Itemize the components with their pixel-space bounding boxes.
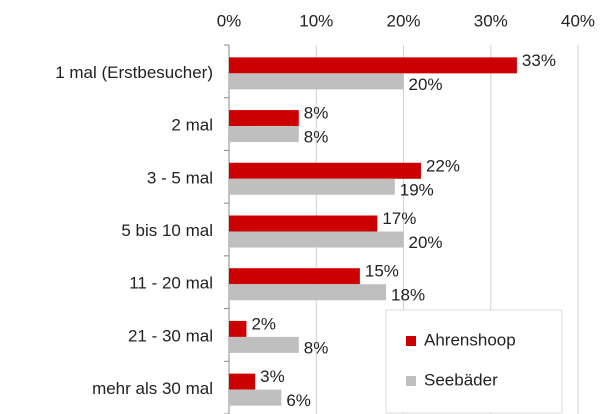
x-tick-label: 0% bbox=[217, 11, 242, 30]
y-tick-label: 5 bis 10 mal bbox=[121, 221, 213, 240]
bar bbox=[229, 178, 395, 195]
value-label: 22% bbox=[426, 156, 460, 175]
bar bbox=[229, 110, 299, 127]
value-label: 19% bbox=[400, 180, 434, 199]
value-label: 3% bbox=[260, 367, 285, 386]
x-tick-label: 20% bbox=[386, 11, 420, 30]
value-label: 17% bbox=[382, 209, 416, 228]
y-tick-label: 1 mal (Erstbesucher) bbox=[55, 63, 213, 82]
value-label: 18% bbox=[391, 286, 425, 305]
legend-swatch bbox=[406, 336, 416, 346]
legend-swatch bbox=[406, 376, 416, 386]
value-label: 20% bbox=[409, 75, 443, 94]
y-tick-label: mehr als 30 mal bbox=[92, 379, 213, 398]
y-tick-label: 3 - 5 mal bbox=[147, 168, 213, 187]
bar bbox=[229, 389, 282, 406]
legend-box bbox=[385, 309, 563, 414]
x-tick-label: 30% bbox=[474, 11, 508, 30]
bar bbox=[229, 126, 299, 143]
value-label: 15% bbox=[365, 262, 399, 281]
bar bbox=[229, 215, 378, 232]
bar bbox=[229, 162, 421, 179]
value-label: 20% bbox=[409, 233, 443, 252]
bar bbox=[229, 284, 387, 301]
value-label: 8% bbox=[304, 128, 329, 147]
y-tick-label: 21 - 30 mal bbox=[128, 326, 213, 345]
y-tick-label: 2 mal bbox=[171, 116, 213, 135]
legend-label: Seebäder bbox=[424, 370, 498, 389]
bar bbox=[229, 268, 360, 285]
bar bbox=[229, 336, 299, 353]
value-label: 8% bbox=[304, 338, 329, 357]
value-label: 8% bbox=[304, 104, 329, 123]
legend-label: Ahrenshoop bbox=[424, 330, 516, 349]
y-tick-label: 11 - 20 mal bbox=[129, 274, 213, 293]
bar bbox=[229, 373, 256, 390]
value-label: 33% bbox=[522, 51, 556, 70]
bar bbox=[229, 231, 404, 248]
value-label: 2% bbox=[251, 314, 276, 333]
x-tick-label: 10% bbox=[299, 11, 333, 30]
bar bbox=[229, 73, 404, 90]
x-tick-label: 40% bbox=[561, 11, 595, 30]
value-label: 6% bbox=[286, 391, 311, 410]
bar bbox=[229, 320, 247, 337]
bar bbox=[229, 57, 517, 74]
